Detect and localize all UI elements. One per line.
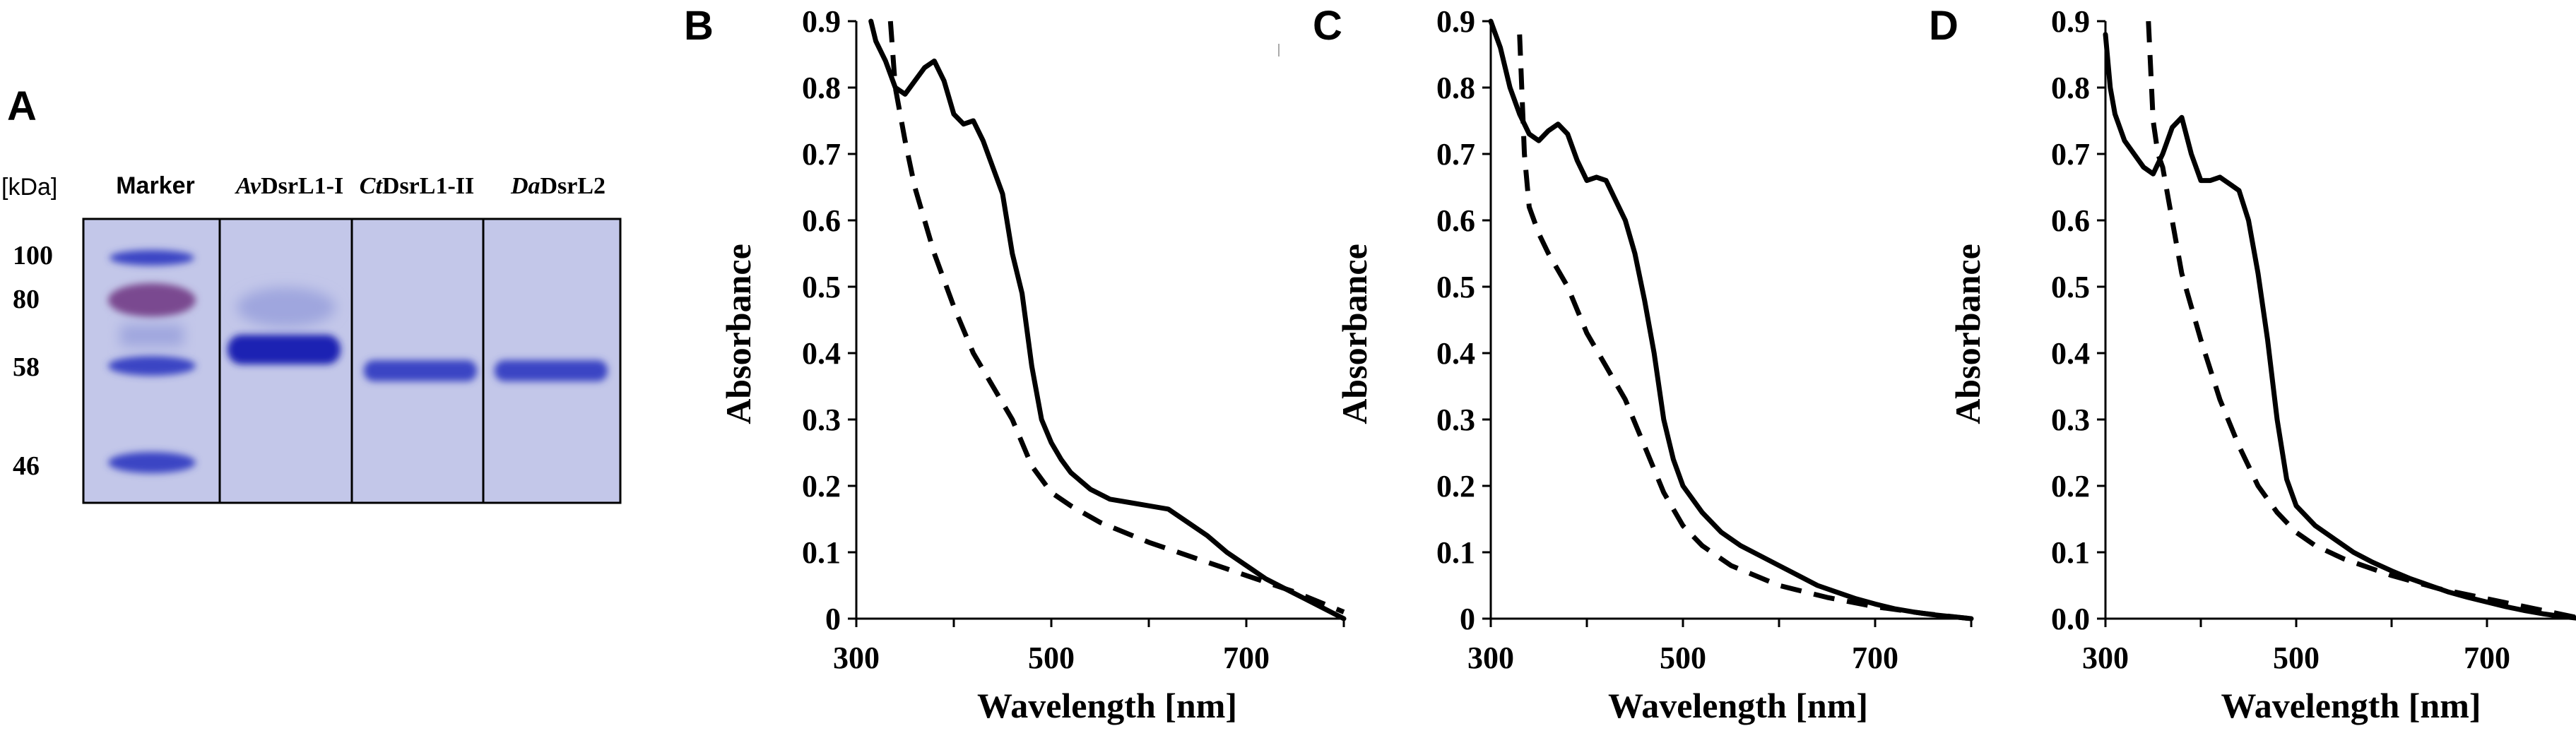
panel-label-d: D <box>1929 3 1958 49</box>
marker-band-46 <box>108 452 196 473</box>
y-tick-label: 0.7 <box>802 137 841 172</box>
y-tick-label: 0.0 <box>2051 602 2090 636</box>
marker-band-80 <box>108 283 196 317</box>
y-tick-label: 0.9 <box>2051 4 2090 39</box>
y-tick-label: 0.3 <box>802 403 841 437</box>
sample-lanes <box>228 287 608 381</box>
x-tick-label: 300 <box>833 641 880 675</box>
panel-label-b: B <box>684 3 714 49</box>
x-axis-title: Wavelength [nm] <box>2221 686 2481 725</box>
y-tick-label: 0.5 <box>802 270 841 304</box>
da-main-band <box>495 360 608 381</box>
chart-panel-c: C 0 0.1 0.2 0.3 0.4 0.5 0.6 0.7 0.8 0.9 300 500 700 Wa… <box>1313 3 1974 725</box>
av-main-band <box>228 335 341 364</box>
y-tick-label: 0.1 <box>1436 535 1475 570</box>
y-tick-label: 0.6 <box>802 203 841 238</box>
marker-band-58 <box>108 356 196 376</box>
x-axis-title: Wavelength [nm] <box>1608 686 1868 725</box>
y-tick-label: 0.4 <box>802 336 841 371</box>
y-tick-label: 0.9 <box>802 4 841 39</box>
y-tick-label: 0.6 <box>2051 203 2090 238</box>
y-tick-label: 0.2 <box>802 469 841 504</box>
mw-marker-46: 46 <box>13 451 40 481</box>
marker-lane <box>108 250 196 473</box>
marker-band-100 <box>110 250 194 266</box>
panel-label-a: A <box>7 83 37 129</box>
y-tick-label: 0.4 <box>1436 336 1475 371</box>
series-line-solid <box>1488 18 1974 621</box>
y-tick-label: 0.2 <box>1436 469 1475 504</box>
x-tick-label: 700 <box>2464 641 2510 675</box>
x-tick-label: 500 <box>1660 641 1706 675</box>
y-tick-label: 0.5 <box>1436 270 1475 304</box>
x-tick-label: 300 <box>2082 641 2129 675</box>
mw-marker-80: 80 <box>13 285 40 314</box>
y-tick-label: 0.9 <box>1436 4 1475 39</box>
y-tick-label: 0 <box>1460 602 1475 636</box>
y-tick-label: 0.3 <box>1436 403 1475 437</box>
series-line-dashed <box>1517 34 1972 621</box>
series-line-dashed <box>887 20 1345 614</box>
chart-panel-b: B 0 0.1 0.2 0.3 0.4 0.5 0.6 0.7 0.8 0.9 300 500 700 Wa… <box>684 3 1347 725</box>
y-tick-label: 0.6 <box>1436 203 1475 238</box>
y-tick-label: 0.4 <box>2051 336 2090 371</box>
x-tick-label: 300 <box>1467 641 1514 675</box>
y-axis-title: Absorbance <box>1335 244 1374 424</box>
x-tick-label: 500 <box>1028 641 1075 675</box>
y-tick-label: 0.7 <box>1436 137 1475 172</box>
lane-label-ct: CtDsrL1-II <box>360 173 474 199</box>
y-axis-title: Absorbance <box>1948 244 1987 424</box>
y-tick-label: 0.7 <box>2051 137 2090 172</box>
x-tick-label: 500 <box>2273 641 2320 675</box>
x-tick-label: 700 <box>1223 641 1270 675</box>
panel-label-c: C <box>1313 3 1342 49</box>
y-tick-label: 0.5 <box>2051 270 2090 304</box>
y-axis-title: Absorbance <box>719 244 758 424</box>
lane-label-da: DaDsrL2 <box>510 173 605 199</box>
series-line-dashed <box>2146 20 2576 620</box>
x-tick-label: 700 <box>1852 641 1898 675</box>
y-tick-label: 0.3 <box>2051 403 2090 437</box>
y-tick-label: 0.2 <box>2051 469 2090 504</box>
mw-marker-58: 58 <box>13 352 40 382</box>
lane-label-av: AvDsrL1-I <box>235 173 343 199</box>
y-tick-label: 0.8 <box>2051 71 2090 105</box>
av-smear <box>237 287 336 327</box>
kda-unit-label: [kDa] <box>1 174 57 201</box>
y-tick-label: 0.8 <box>802 71 841 105</box>
y-tick-label: 0.1 <box>2051 535 2090 570</box>
y-tick-label: 0 <box>825 602 841 636</box>
y-tick-label: 0.8 <box>1436 71 1475 105</box>
ct-main-band <box>364 360 477 381</box>
mw-marker-100: 100 <box>13 241 53 270</box>
marker-smear <box>120 325 184 346</box>
y-tick-label: 0.1 <box>802 535 841 570</box>
gel-panel: A [kDa] 100 80 58 46 Marker AvDsrL1-I Ct… <box>1 83 622 504</box>
chart-panel-d: D 0.0 0.1 0.2 0.3 0.4 0.5 0.6 0.7 0.8 0.9 300 500 700… <box>1929 3 2576 725</box>
series-line-solid <box>868 18 1347 621</box>
x-axis-title: Wavelength [nm] <box>977 686 1237 725</box>
series-line-solid <box>2103 32 2576 621</box>
lane-label-marker: Marker <box>116 172 195 199</box>
